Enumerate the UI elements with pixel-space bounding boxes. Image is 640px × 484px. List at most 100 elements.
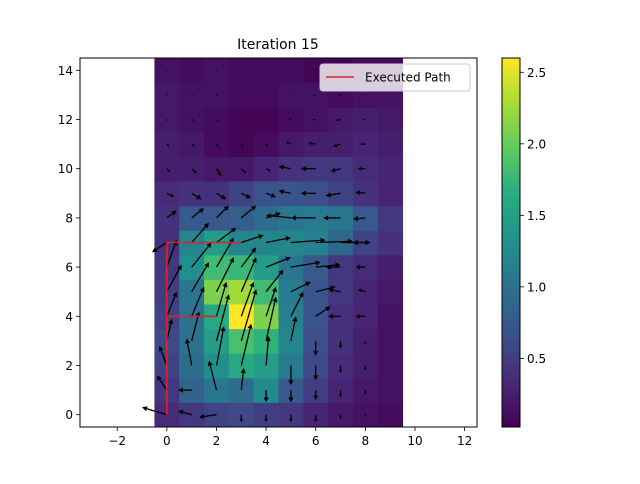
vector-arrow-head <box>325 264 331 270</box>
vector-arrow-head <box>272 286 277 293</box>
vector-arrow-shaft <box>160 350 168 366</box>
vector-arrow <box>240 247 257 268</box>
vector-arrow-shaft <box>191 266 208 293</box>
vector-arrow <box>364 390 367 395</box>
vector-arrow-head <box>275 212 281 217</box>
vector-arrow-head <box>263 397 269 403</box>
heatmap-cell <box>278 82 304 108</box>
vector-arrow <box>265 119 268 121</box>
vector-arrow <box>289 94 291 96</box>
vector-arrow-shaft <box>290 239 321 244</box>
vector-arrow-head <box>204 262 209 268</box>
vector-arrow <box>265 236 291 244</box>
vector-arrow <box>215 294 231 342</box>
colorbar-tick-label: 1.5 <box>527 209 546 223</box>
vector-arrow <box>362 118 366 121</box>
x-tick-label: 4 <box>262 434 270 448</box>
vector-arrow <box>191 208 205 219</box>
vector-arrow <box>335 118 341 122</box>
vector-arrow-head <box>313 418 318 423</box>
vector-arrow <box>158 345 168 366</box>
heatmap-cell <box>179 328 205 354</box>
heatmap-cell <box>328 131 354 157</box>
vector-arrow-head <box>168 318 174 325</box>
vector-arrow-shaft <box>290 283 307 293</box>
vector-arrow-shaft <box>330 192 341 196</box>
vector-arrow-head <box>278 164 284 170</box>
vector-arrow-head <box>289 94 291 96</box>
vector-arrow <box>364 340 367 345</box>
vector-arrow-head <box>330 167 336 173</box>
vector-arrow <box>290 215 316 221</box>
heatmap-cell <box>377 377 404 403</box>
vector-arrow-shaft <box>265 237 287 244</box>
vector-arrow-head <box>193 144 196 147</box>
vector-arrow <box>215 119 218 122</box>
heatmap-cell <box>377 279 404 305</box>
vector-arrow-shaft <box>315 240 348 244</box>
vector-arrow-head <box>268 168 272 172</box>
heatmap-cell <box>278 107 304 133</box>
vector-arrow <box>285 141 292 145</box>
vector-arrow <box>215 281 228 317</box>
vector-arrow-head <box>158 345 164 352</box>
vector-arrow-head <box>222 281 228 288</box>
vector-arrow-head <box>156 375 162 381</box>
heatmap-cell <box>278 328 304 354</box>
vector-arrow <box>288 118 292 121</box>
y-tick-label: 14 <box>58 64 73 78</box>
heatmap-cell <box>352 181 379 207</box>
legend-label-executed-path: Executed Path <box>365 71 451 85</box>
vector-arrow-head <box>365 239 371 246</box>
vector-arrow-head <box>198 208 205 214</box>
vector-arrow-shaft <box>209 365 218 391</box>
vector-arrow-head <box>290 215 296 221</box>
vector-arrow <box>265 168 272 172</box>
vector-arrow-shaft <box>265 143 268 146</box>
vector-arrow-head <box>199 286 205 293</box>
vector-arrow-shaft <box>289 118 292 121</box>
colorbar: 0.5 1.0 1.5 2.0 2.5 <box>501 57 546 428</box>
executed-path-layer <box>166 241 242 415</box>
vector-arrow-shaft <box>166 296 176 317</box>
vector-arrow <box>264 414 268 423</box>
vector-arrow-head <box>335 118 339 122</box>
vector-arrow-shaft <box>240 251 254 268</box>
vector-arrow <box>352 239 366 246</box>
vector-arrow-head <box>225 294 231 300</box>
vector-arrow <box>240 257 257 292</box>
vector-arrow-head <box>171 210 177 216</box>
vector-arrow <box>240 281 255 317</box>
vector-arrow-shaft <box>216 192 223 198</box>
vector-arrow-head <box>313 395 319 400</box>
vector-arrow-head <box>278 189 284 195</box>
vector-arrow-head <box>313 375 319 381</box>
vector-arrow <box>357 166 366 171</box>
vector-arrow-head <box>300 166 306 172</box>
heatmap-cell <box>377 181 404 207</box>
vector-arrow-head <box>247 323 253 330</box>
vector-arrow-head <box>239 418 244 423</box>
vector-arrow-shaft <box>191 210 201 219</box>
vector-arrow-head <box>192 95 193 97</box>
vector-arrow-head <box>314 70 315 71</box>
vector-arrow-shaft <box>240 208 253 219</box>
vector-arrow-head <box>177 264 182 271</box>
vector-arrow-head <box>325 192 331 198</box>
vector-arrow <box>338 340 343 349</box>
vector-arrow-head <box>168 169 171 173</box>
vector-arrow-head <box>242 94 243 96</box>
vector-arrow <box>166 210 177 219</box>
vector-arrow-shaft <box>359 191 366 194</box>
vector-arrow-head <box>335 262 341 268</box>
vector-arrow-shaft <box>240 286 253 317</box>
vector-arrow <box>289 414 293 423</box>
vector-arrow <box>290 316 298 342</box>
vector-arrow-shaft <box>290 295 302 317</box>
vector-arrow <box>364 414 366 418</box>
colorbar-tick-label: 2.0 <box>527 137 546 151</box>
heatmap-cell <box>278 304 304 330</box>
x-tick-label: 2 <box>213 434 221 448</box>
vector-arrow-head <box>203 222 209 229</box>
heatmap-cell <box>377 107 404 133</box>
